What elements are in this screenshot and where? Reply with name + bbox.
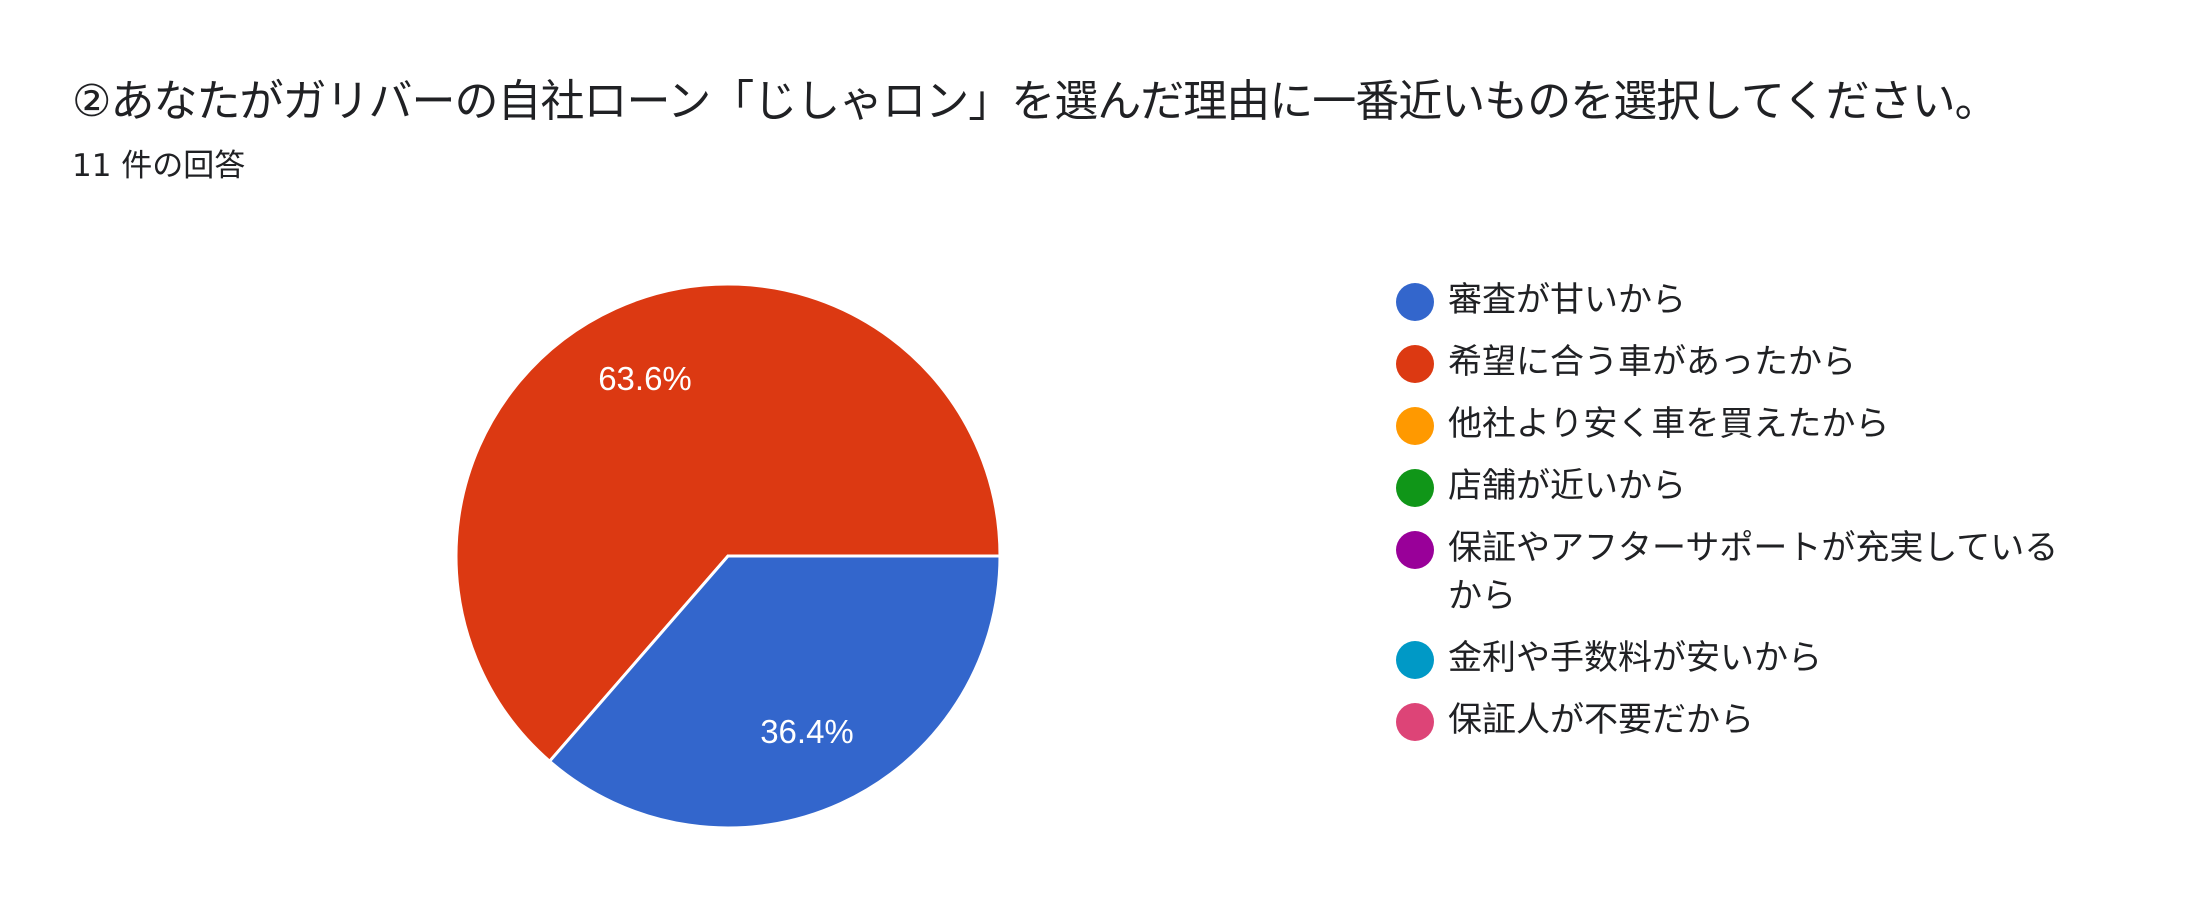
legend-dot-icon [1396,345,1434,383]
legend-label: 審査が甘いから [1448,280,1686,320]
chart-title: ②あなたがガリバーの自社ローン「じしゃロン」を選んだ理由に一番近いものを選択して… [72,76,1999,127]
legend-dot-icon [1396,531,1434,569]
response-count: 11 件の回答 [72,148,246,184]
legend-item-warranty-support[interactable]: 保証やアフターサポートが充実しているから [1396,524,2136,620]
legend: 審査が甘いから 希望に合う車があったから 他社より安く車を買えたから 店舗が近い… [1396,276,2136,758]
pie-slice-red[interactable] [454,282,1002,764]
legend-label: 希望に合う車があったから [1448,342,1856,382]
legend-label: 保証やアフターサポートが充実しているから [1448,528,2059,616]
pie-slice-blue[interactable] [547,554,1002,830]
legend-item-cheaper[interactable]: 他社より安く車を買えたから [1396,400,2136,448]
legend-label: 他社より安く車を買えたから [1448,404,1890,444]
legend-dot-icon [1396,283,1434,321]
legend-label: 金利や手数料が安いから [1448,638,1822,678]
legend-item-lenient-screening[interactable]: 審査が甘いから [1396,276,2136,324]
legend-item-desired-car[interactable]: 希望に合う車があったから [1396,338,2136,386]
legend-label: 店舗が近いから [1448,466,1686,506]
legend-dot-icon [1396,407,1434,445]
legend-dot-icon [1396,641,1434,679]
slice-label-red: 63.6% [598,360,692,397]
legend-item-no-guarantor[interactable]: 保証人が不要だから [1396,696,2136,744]
legend-label: 保証人が不要だから [1448,700,1754,740]
slice-label-blue: 36.4% [760,713,854,750]
legend-dot-icon [1396,469,1434,507]
legend-item-low-interest[interactable]: 金利や手数料が安いから [1396,634,2136,682]
legend-dot-icon [1396,703,1434,741]
legend-item-store-nearby[interactable]: 店舗が近いから [1396,462,2136,510]
